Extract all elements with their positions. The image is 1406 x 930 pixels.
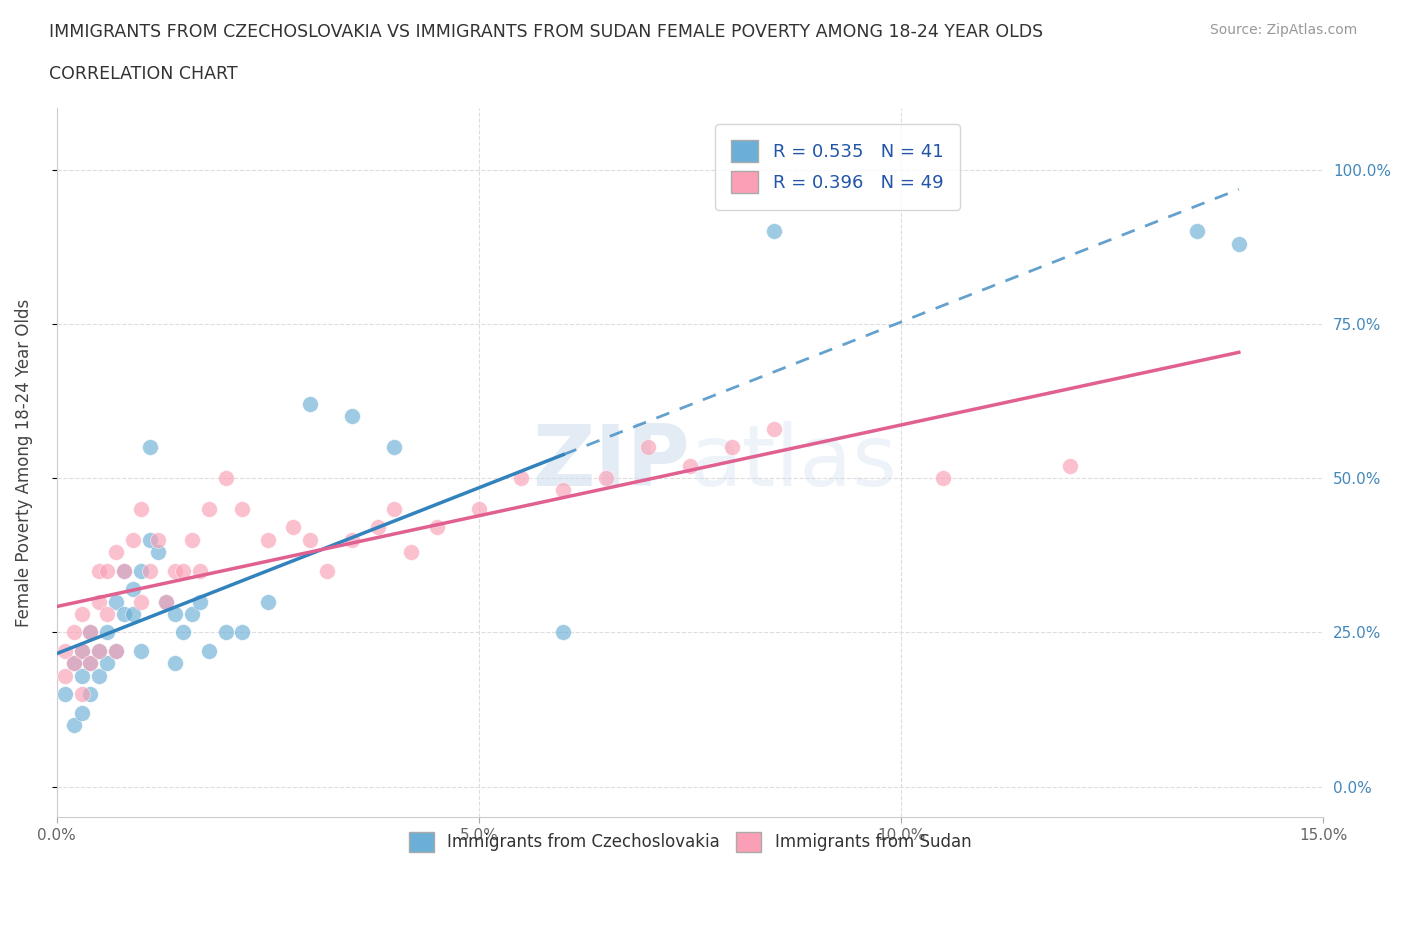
Point [231,501,253,516]
Point [155,594,177,609]
Point [679,458,702,473]
Point [70,705,93,720]
Point [637,440,659,455]
Point [384,440,406,455]
Point [70,606,93,621]
Point [87,644,110,658]
Point [53,668,76,683]
Point [146,532,169,547]
Point [188,564,211,578]
Point [315,564,337,578]
Point [104,594,127,609]
Point [79,625,101,640]
Point [70,644,93,658]
Point [146,545,169,560]
Legend: Immigrants from Czechoslovakia, Immigrants from Sudan: Immigrants from Czechoslovakia, Immigran… [402,825,979,858]
Point [104,545,127,560]
Point [763,421,786,436]
Point [932,471,955,485]
Point [87,644,110,658]
Point [256,594,278,609]
Point [1059,458,1081,473]
Point [384,501,406,516]
Point [129,564,152,578]
Point [172,564,194,578]
Point [62,717,84,732]
Point [188,594,211,609]
Point [121,532,143,547]
Point [510,471,533,485]
Point [340,532,363,547]
Point [163,606,186,621]
Point [70,686,93,701]
Point [553,483,575,498]
Point [721,440,744,455]
Point [401,545,423,560]
Point [256,532,278,547]
Point [96,564,118,578]
Point [79,625,101,640]
Point [104,644,127,658]
Point [340,409,363,424]
Point [468,501,491,516]
Point [62,656,84,671]
Point [104,644,127,658]
Point [426,520,449,535]
Point [96,656,118,671]
Point [595,471,617,485]
Text: ZIP: ZIP [533,421,690,504]
Point [138,532,160,547]
Point [163,564,186,578]
Text: atlas: atlas [690,421,898,504]
Point [129,501,152,516]
Point [112,564,135,578]
Point [197,501,219,516]
Text: Source: ZipAtlas.com: Source: ZipAtlas.com [1209,23,1357,37]
Point [121,606,143,621]
Point [298,532,321,547]
Point [155,594,177,609]
Point [553,625,575,640]
Point [231,625,253,640]
Point [172,625,194,640]
Point [1185,224,1208,239]
Point [129,594,152,609]
Y-axis label: Female Poverty Among 18-24 Year Olds: Female Poverty Among 18-24 Year Olds [15,299,32,627]
Point [163,656,186,671]
Point [79,686,101,701]
Text: CORRELATION CHART: CORRELATION CHART [49,65,238,83]
Point [112,564,135,578]
Point [112,606,135,621]
Point [96,625,118,640]
Point [87,564,110,578]
Point [70,668,93,683]
Point [214,471,236,485]
Point [1227,236,1250,251]
Point [138,564,160,578]
Point [180,606,202,621]
Point [79,656,101,671]
Point [70,644,93,658]
Point [87,594,110,609]
Point [79,656,101,671]
Point [121,582,143,597]
Point [763,224,786,239]
Point [214,625,236,640]
Point [138,440,160,455]
Point [129,644,152,658]
Point [53,644,76,658]
Point [197,644,219,658]
Text: IMMIGRANTS FROM CZECHOSLOVAKIA VS IMMIGRANTS FROM SUDAN FEMALE POVERTY AMONG 18-: IMMIGRANTS FROM CZECHOSLOVAKIA VS IMMIGR… [49,23,1043,41]
Point [298,397,321,412]
Point [366,520,388,535]
Point [62,625,84,640]
Point [180,532,202,547]
Point [53,686,76,701]
Point [62,656,84,671]
Point [281,520,304,535]
Point [96,606,118,621]
Point [87,668,110,683]
